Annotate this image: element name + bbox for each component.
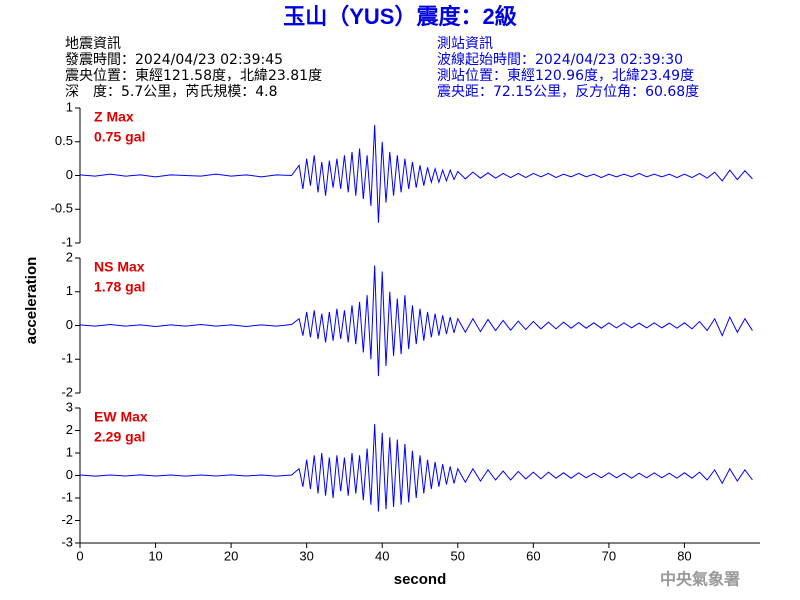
y-tick-label: -3 [61,534,73,549]
annotation: EW Max [94,409,148,425]
y-tick-label: 0 [66,467,73,482]
trace [79,124,753,223]
y-tick-label: 0 [66,317,73,332]
y-tick-label: 0 [66,167,73,182]
y-tick-label: 0.5 [55,133,73,148]
y-tick-label: -1 [61,351,73,366]
header-text: 測站資訊 [437,36,493,52]
x-tick-label: 10 [148,548,162,563]
x-tick-label: 60 [526,548,540,563]
y-tick-label: -2 [61,512,73,527]
y-tick-label: 1 [66,99,73,114]
header-text: 地震資訊 [65,36,121,52]
y-tick-label: 1 [66,283,73,298]
annotation: NS Max [94,259,145,275]
x-tick-label: 40 [375,548,389,563]
trace [79,265,753,377]
chart-title: 玉山（YUS）震度：2級 [283,4,516,29]
x-tick-label: 70 [602,548,616,563]
header-text: 波線起始時間：2024/04/23 02:39:30 [437,52,683,68]
x-tick-label: 20 [224,548,238,563]
annotation: 2.29 gal [94,429,145,445]
y-tick-label: 2 [66,422,73,437]
y-tick-label: 3 [66,399,73,414]
header-text: 震央位置：東經121.58度，北緯23.81度 [65,68,322,84]
y-tick-label: 1 [66,444,73,459]
y-tick-label: -2 [61,384,73,399]
x-tick-label: 80 [677,548,691,563]
y-axis-label: acceleration [23,257,40,345]
annotation: 0.75 gal [94,129,145,145]
header-text: 震央距：72.15公里，反方位角：60.68度 [437,84,699,100]
x-tick-label: 50 [451,548,465,563]
credit: 中央氣象署 [660,570,740,589]
x-tick-label: 30 [299,548,313,563]
y-tick-label: -1 [61,234,73,249]
y-tick-label: -0.5 [51,201,73,216]
trace [79,423,753,512]
header-text: 測站位置：東經120.96度，北緯23.49度 [437,68,694,84]
annotation: Z Max [94,109,134,125]
annotation: 1.78 gal [94,279,145,295]
y-tick-label: 2 [66,249,73,264]
header-text: 發震時間：2024/04/23 02:39:45 [65,52,283,68]
header-text: 深 度：5.7公里，芮氏規模：4.8 [65,83,278,100]
x-tick-label: 0 [76,548,83,563]
y-tick-label: -1 [61,489,73,504]
x-axis-label: second [394,571,447,588]
